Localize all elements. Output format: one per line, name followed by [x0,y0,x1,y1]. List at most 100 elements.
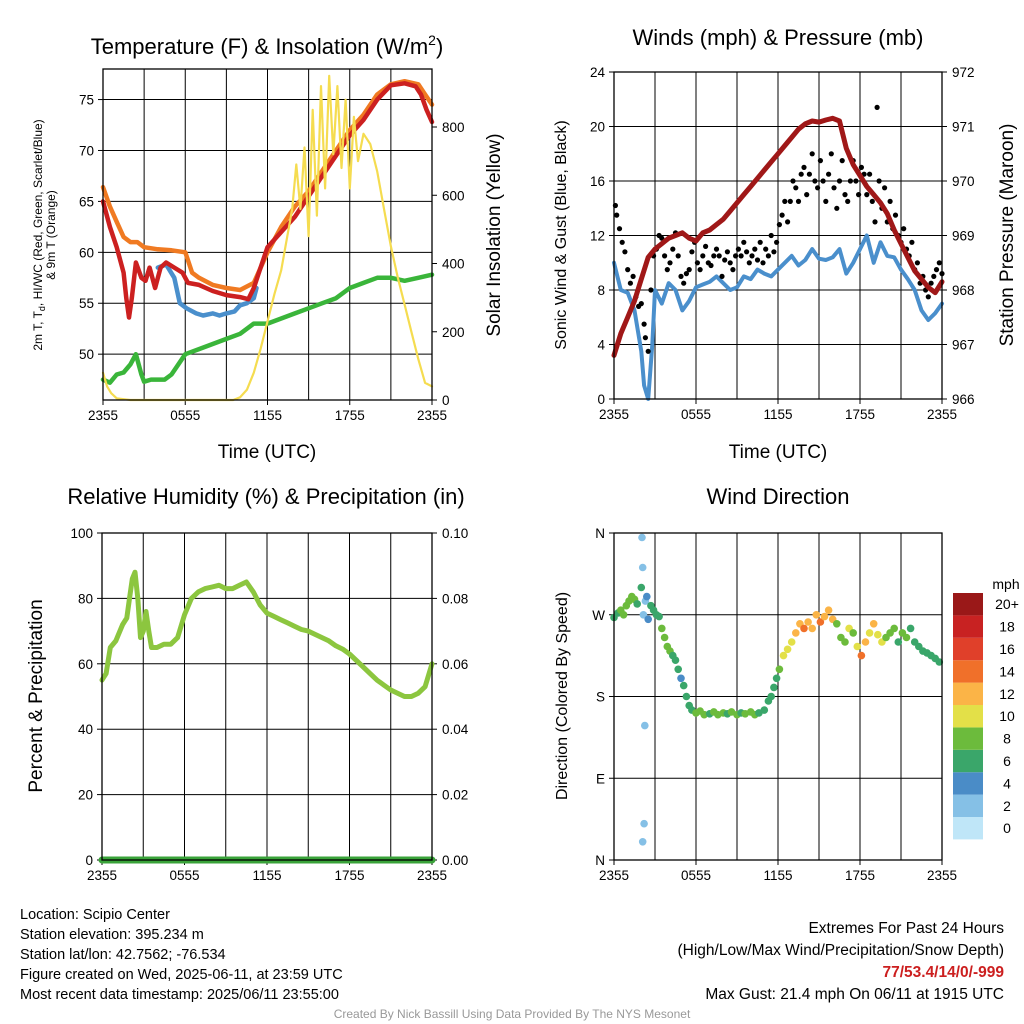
direction-point [865,629,874,637]
gust-point [722,257,728,263]
winds-ylabel: Sonic Wind & Gust (Blue, Black) [553,120,570,349]
wind-direction-panel: Wind Direction 2355 0555 1155 1755 2355NESWN… [554,484,1020,883]
gust-point [757,239,763,245]
gust-point [627,280,634,286]
direction-point [804,618,812,626]
winds-xlabel: Time (UTC) [729,442,828,463]
gust-point [779,212,785,218]
gust-point [700,253,706,259]
direction-point [808,624,816,633]
plot-frame [613,71,943,400]
gust-point [776,222,783,228]
gust-point [771,249,777,255]
gust-point [719,273,725,279]
legend-label: 10 [999,708,1015,724]
x-tick-label: 1755 [335,408,365,423]
y-tick-label: 65 [79,194,94,209]
y-tick-label: 4 [597,338,605,353]
direction-point [906,624,915,633]
gust-point [754,257,761,263]
gust-point [914,260,921,266]
legend-label: 18 [999,619,1015,635]
y-tick-label: 100 [70,526,93,541]
extremes-values: 77/53.4/14/0/-999 [882,964,1004,981]
insolation-ylabel: Solar Insolation (Yellow) [484,133,505,336]
y2-tick-label: 0.00 [442,853,468,868]
x-tick-label: 1155 [763,407,792,422]
gust-point [645,348,651,354]
direction-point [674,665,682,674]
gust-point [648,287,654,293]
gust-point [765,253,772,259]
gust-point [839,158,845,164]
gust-point [733,253,739,259]
direction-point [800,624,808,633]
gust-point [876,178,882,184]
gust-point [815,185,821,191]
station-info: Location: Scipio Center Station elevatio… [20,905,343,1005]
x-tick-label: 0555 [681,868,711,883]
y2-tick-label: 600 [442,188,465,203]
direction-point [824,606,833,614]
legend-label: 16 [999,641,1015,657]
legend-swatch [953,705,983,728]
y2-tick-label: 0.02 [442,788,468,803]
y2-tick-label: 0.08 [442,591,468,606]
wind-direction-title: Wind Direction [706,484,849,509]
gust-point [901,226,907,232]
gust-point [752,246,758,252]
direction-point [619,611,628,619]
gust-point [853,178,859,184]
gust-point [738,253,744,259]
figure-created: Figure created on Wed, 2025-06-11, at 23… [20,967,343,983]
direction-point [857,651,866,660]
legend-label: 14 [999,663,1015,679]
direction-point [679,681,688,690]
gust-point [686,267,692,273]
direction-point [682,692,691,701]
legend-title: mph [992,576,1019,592]
direction-point [639,611,648,619]
plot-frame [102,68,433,401]
x-tick-label: 2355 [599,407,629,422]
direction-point [779,651,788,660]
gust-point [933,267,940,273]
direction-point [660,633,669,642]
gust-point [708,262,714,269]
gust-point [711,253,717,259]
temperature-ylabel: 2m T, Td, HI/WC (Red, Green, Scarlet/Blu… [31,119,47,350]
wind-direction-ylabel: Direction (Colored By Speed) [554,592,571,800]
gust-point [820,178,826,184]
series-dewpoint [100,272,435,385]
direction-point [638,563,647,572]
max-gust: Max Gust: 21.4 mph On 06/11 at 1915 UTC [705,986,1004,1003]
direction-point [820,612,829,621]
direction-point [853,642,862,651]
humidity-ylabel: Percent & Precipitation [26,599,47,792]
gust-point [925,294,931,300]
gust-point [793,185,799,191]
gust-point [909,239,915,245]
gust-point [667,260,673,266]
gust-point [785,219,791,225]
y-tick-label: 24 [590,65,606,80]
y-tick-label: 55 [79,296,94,311]
gust-point [638,301,644,307]
direction-point [812,611,821,619]
legend-swatch [953,772,983,795]
direction-point [638,838,647,846]
direction-point [783,645,792,654]
y-tick-label: 8 [597,283,605,298]
x-tick-label: 1755 [845,407,875,422]
y-tick-label: 80 [78,591,93,606]
gust-point [622,249,628,255]
x-tick-label: 1155 [252,868,281,883]
x-tick-label: 1755 [845,868,875,883]
gust-point [703,243,709,249]
gust-point [858,164,865,170]
y-tick-label: E [596,771,605,786]
gust-point [836,178,843,184]
x-tick-label: 2355 [927,407,957,422]
extremes-subtitle: (High/Low/Max Wind/Precipitation/Snow De… [677,942,1005,959]
